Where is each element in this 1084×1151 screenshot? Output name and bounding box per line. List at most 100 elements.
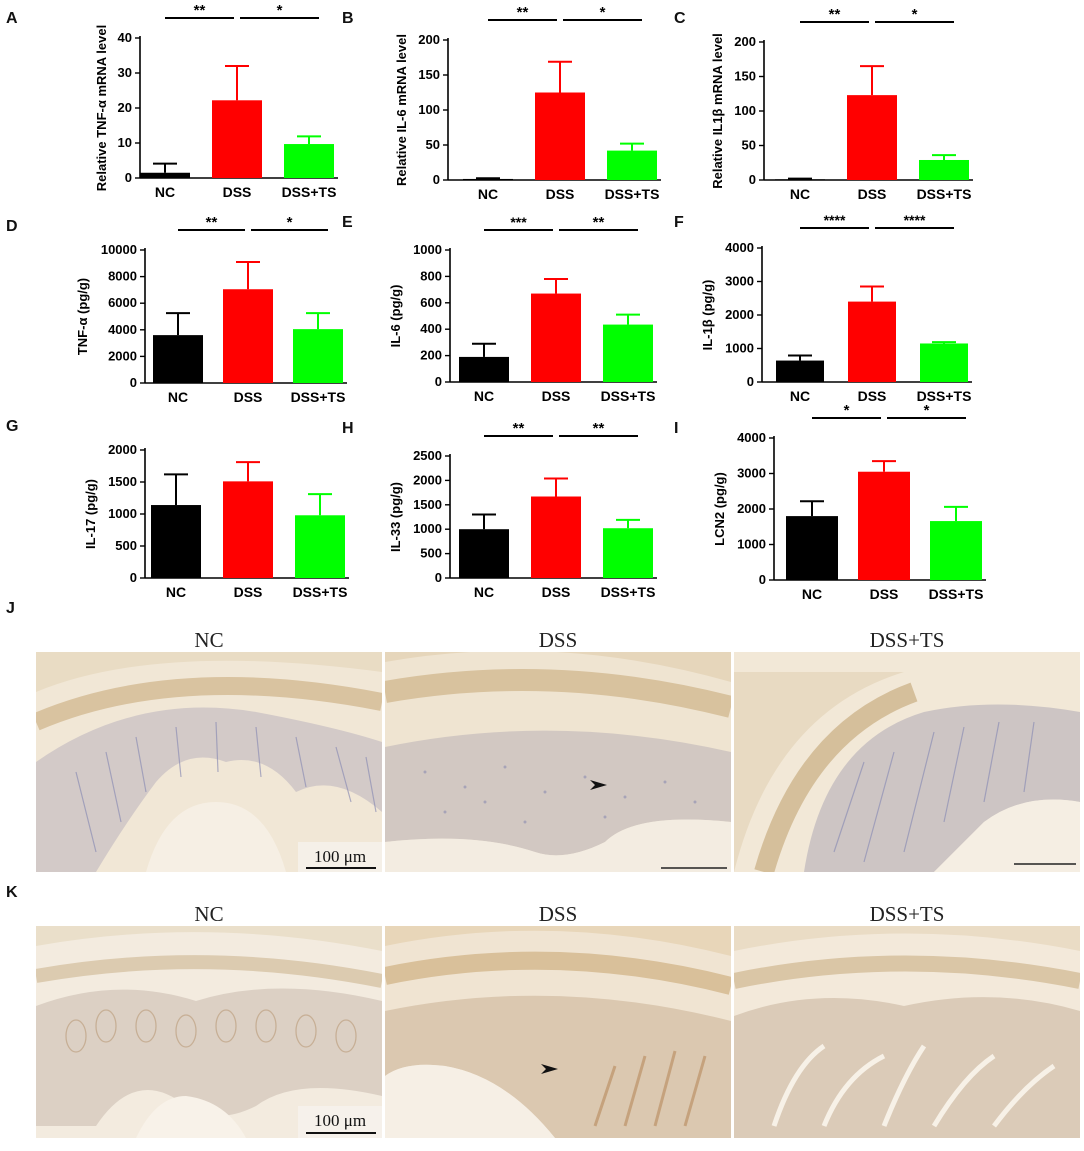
y-tick-label: 2000 xyxy=(108,348,137,363)
category-label: DSS xyxy=(234,584,263,600)
micrograph-k-dss-ts xyxy=(734,926,1080,1146)
y-tick-label: 0 xyxy=(435,570,442,585)
bar-c-nc xyxy=(775,179,825,180)
y-tick-label: 0 xyxy=(130,570,137,585)
panel-letter-j: J xyxy=(6,600,15,617)
panel-letter-i: I xyxy=(674,420,679,437)
y-tick-label: 20 xyxy=(118,100,132,115)
y-axis-label: IL-6 (pg/g) xyxy=(388,285,403,348)
micrograph-j-dss xyxy=(385,652,731,872)
y-axis-label: IL-17 (pg/g) xyxy=(83,479,98,549)
chart-h-il33: 0 500 1000 1500 2000 2500 IL-33 (pg/g) NC DSS DSS… xyxy=(388,420,657,600)
significance-label: * xyxy=(287,214,293,231)
y-tick-label: 2000 xyxy=(737,501,766,516)
category-label: DSS+TS xyxy=(293,584,348,600)
y-tick-label: 3000 xyxy=(725,274,754,289)
panel-letter-c: C xyxy=(674,10,686,27)
y-tick-label: 1000 xyxy=(108,506,137,521)
y-tick-label: 10 xyxy=(118,135,132,150)
category-label: DSS xyxy=(223,184,252,200)
micrograph-j-dss-ts xyxy=(734,652,1080,872)
significance-label: ** xyxy=(194,2,206,19)
bar-i-nc xyxy=(786,516,838,580)
category-label: NC xyxy=(166,584,186,600)
panel-letter-b: B xyxy=(342,10,354,27)
panel-letter-k: K xyxy=(6,884,18,901)
micrograph-k-title-nc: NC xyxy=(194,902,224,926)
significance-label: ** xyxy=(513,420,525,437)
y-tick-label: 200 xyxy=(418,32,440,47)
significance-label: * xyxy=(844,402,850,419)
y-tick-label: 6000 xyxy=(108,295,137,310)
y-tick-label: 50 xyxy=(426,137,440,152)
arrowhead-k xyxy=(541,1064,558,1074)
significance-label: ** xyxy=(593,420,605,437)
micrograph-j-title-nc: NC xyxy=(194,628,224,652)
bar-d-nc xyxy=(153,335,203,383)
category-label: NC xyxy=(168,389,188,405)
y-tick-label: 0 xyxy=(749,172,756,187)
significance-label: * xyxy=(924,402,930,419)
bar-e-dss-ts xyxy=(603,324,653,382)
bar-d-dss-ts xyxy=(293,329,343,383)
category-label: DSS xyxy=(546,186,575,202)
arrowhead-j xyxy=(590,780,607,790)
micrograph-j-title-dss-ts: DSS+TS xyxy=(869,628,945,652)
y-tick-label: 0 xyxy=(759,572,766,587)
y-tick-label: 2000 xyxy=(413,472,442,487)
panel-letter-g: G xyxy=(6,418,19,435)
micrograph-k-nc: 100 μm xyxy=(36,926,382,1146)
category-label: NC xyxy=(790,186,810,202)
y-tick-label: 500 xyxy=(115,538,137,553)
bar-f-dss xyxy=(848,301,896,382)
category-label: DSS+TS xyxy=(601,388,656,404)
chart-g-il17: 0 500 1000 1500 2000 IL-17 (pg/g) NC DSS DSS+TS xyxy=(83,442,349,600)
category-label: DSS xyxy=(858,186,887,202)
y-tick-label: 800 xyxy=(420,268,442,283)
micrograph-k-title-dss: DSS xyxy=(538,902,578,926)
category-label: NC xyxy=(478,186,498,202)
y-tick-label: 40 xyxy=(118,30,132,45)
bar-f-dss-ts xyxy=(920,343,968,382)
significance-label: * xyxy=(600,4,606,21)
y-tick-label: 600 xyxy=(420,295,442,310)
category-label: NC xyxy=(155,184,175,200)
panel-letter-a: A xyxy=(6,10,18,27)
micrograph-j-nc: 100 μm xyxy=(36,652,382,872)
bar-a-dss-ts xyxy=(284,144,334,178)
y-tick-label: 0 xyxy=(130,375,137,390)
y-tick-label: 100 xyxy=(418,102,440,117)
y-tick-label: 10000 xyxy=(101,242,137,257)
bar-c-dss-ts xyxy=(919,159,969,180)
category-label: DSS xyxy=(858,388,887,404)
y-tick-label: 0 xyxy=(433,172,440,187)
y-tick-label: 2000 xyxy=(725,307,754,322)
category-label: DSS+TS xyxy=(601,584,656,600)
micrograph-j-title-dss: DSS xyxy=(538,628,578,652)
y-tick-label: 4000 xyxy=(725,240,754,255)
micrograph-k-dss xyxy=(385,926,731,1146)
chart-b-il6-mrna: 0 50 100 150 200 Relative IL-6 mRNA level NC DS… xyxy=(394,4,661,202)
chart-a-tnf-mrna: 0 10 20 30 40 Relative TNF-α mRNA level NC DSS D… xyxy=(94,2,338,200)
y-tick-label: 2500 xyxy=(413,448,442,463)
bar-c-dss xyxy=(847,95,897,180)
category-label: DSS+TS xyxy=(282,184,337,200)
category-label: DSS+TS xyxy=(605,186,660,202)
y-axis-label: IL-1β (pg/g) xyxy=(700,280,715,351)
significance-label: ** xyxy=(517,4,529,21)
bar-a-nc xyxy=(140,172,190,178)
y-tick-label: 1000 xyxy=(725,341,754,356)
chart-f-il1b-protein: 0 1000 2000 3000 4000 IL-1β (pg/g) NC DSS DSS+TS… xyxy=(700,212,972,404)
y-axis-label: Relative IL1β mRNA level xyxy=(710,33,725,189)
bar-g-dss-ts xyxy=(295,515,345,578)
category-label: DSS+TS xyxy=(917,186,972,202)
y-axis-label: Relative TNF-α mRNA level xyxy=(94,25,109,191)
panel-letter-e: E xyxy=(342,214,353,231)
category-label: DSS xyxy=(542,584,571,600)
chart-e-il6-protein: 0 200 400 600 800 1000 IL-6 (pg/g) NC DSS DSS+TS *… xyxy=(388,214,657,404)
category-label: NC xyxy=(474,388,494,404)
y-tick-label: 1000 xyxy=(413,521,442,536)
y-tick-label: 50 xyxy=(742,138,756,153)
bar-b-nc xyxy=(463,178,513,180)
y-tick-label: 1500 xyxy=(413,497,442,512)
